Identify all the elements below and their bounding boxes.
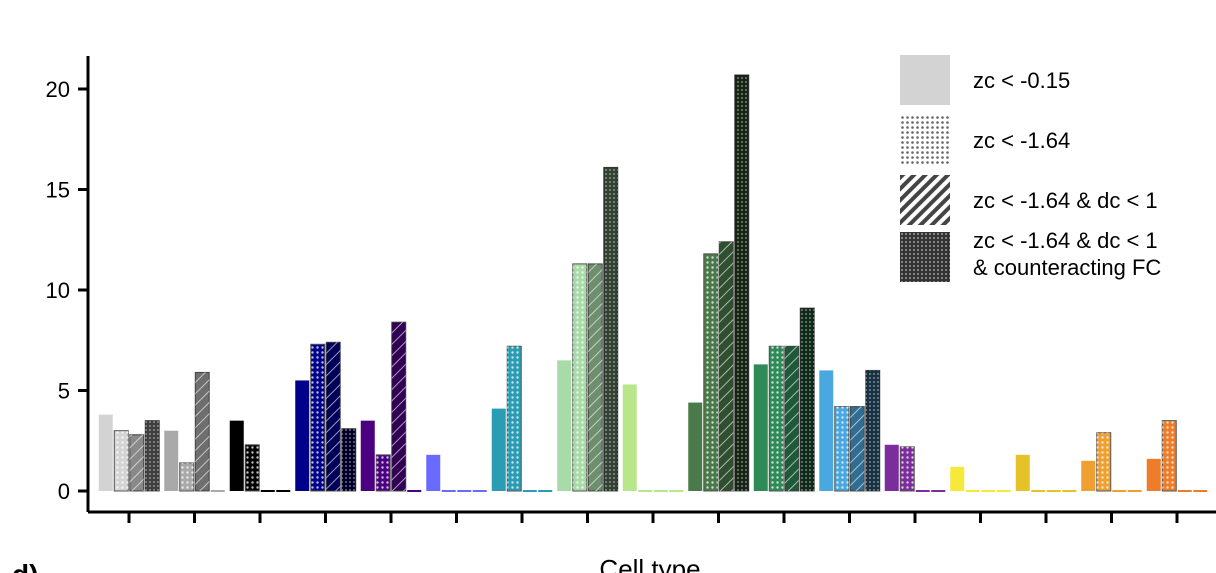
bar-pattern	[719, 241, 734, 491]
bar-group	[1146, 420, 1208, 492]
x-axis	[88, 510, 1216, 523]
legend-swatch	[900, 115, 950, 165]
bar-pattern	[769, 346, 784, 491]
bar-group	[622, 384, 684, 492]
bar-pattern	[195, 372, 210, 491]
y-tick-label: 0	[58, 479, 70, 504]
bar	[426, 454, 441, 491]
bar-group	[1081, 432, 1142, 492]
bar	[1015, 454, 1030, 491]
bar-group	[884, 444, 946, 492]
bar-pattern	[145, 420, 160, 491]
legend-label-line: zc < -0.15	[973, 68, 1070, 93]
bar-group	[360, 321, 422, 492]
bar-group	[688, 74, 750, 492]
bar-group	[950, 466, 1011, 492]
bar	[491, 408, 506, 491]
bar	[688, 402, 703, 491]
legend-label-line: zc < -1.64 & dc < 1	[973, 228, 1158, 253]
bar	[295, 380, 310, 491]
x-axis-title: Cell type	[599, 554, 700, 573]
panel-label: d)	[12, 559, 38, 573]
bar	[98, 414, 113, 491]
bar-pattern	[850, 406, 865, 491]
bar-group	[753, 307, 815, 492]
bar-group	[426, 454, 487, 492]
bar	[229, 420, 244, 491]
bar-pattern	[784, 346, 799, 491]
legend-label: zc < -1.64	[973, 128, 1070, 153]
bar-group	[491, 345, 553, 492]
legend-swatch	[900, 55, 950, 105]
bar	[819, 370, 834, 491]
bar-pattern	[800, 308, 815, 491]
legend-label: zc < -1.64 & dc < 1 & counteracting FC	[973, 228, 1161, 280]
bar-group	[1015, 454, 1077, 492]
bar-pattern	[1162, 420, 1177, 491]
bar-pattern	[391, 322, 406, 491]
bar	[753, 364, 768, 491]
bar-pattern	[703, 253, 718, 491]
bars-layer	[98, 74, 1208, 492]
bar-pattern	[865, 370, 880, 491]
bar	[557, 360, 572, 491]
bar-group	[295, 341, 357, 492]
bar-pattern	[900, 446, 915, 491]
bar	[1081, 460, 1096, 491]
bar-group	[164, 371, 225, 492]
legend-label: zc < -0.15	[973, 68, 1070, 93]
bar-pattern	[834, 406, 849, 491]
bar-group	[819, 369, 881, 492]
bar-pattern	[114, 430, 129, 491]
bar	[622, 384, 637, 491]
bar-pattern	[1096, 432, 1111, 491]
bar	[360, 420, 375, 491]
bar	[164, 430, 179, 491]
bar-pattern	[734, 74, 749, 492]
legend-label: zc < -1.64 & dc < 1	[973, 188, 1158, 213]
legend-swatch	[900, 175, 950, 225]
y-tick-label: 15	[46, 178, 70, 203]
y-tick-label: 10	[46, 278, 70, 303]
legend-swatch	[900, 232, 950, 282]
bar-pattern	[572, 263, 587, 491]
bar-pattern	[245, 444, 260, 491]
bar	[950, 466, 965, 491]
y-tick-label: 5	[58, 379, 70, 404]
legend-label-line: zc < -1.64	[973, 128, 1070, 153]
y-axis: 0 5 10 15 20	[46, 56, 90, 512]
bar-group	[557, 166, 619, 492]
bar	[884, 444, 899, 491]
bar-pattern	[341, 428, 356, 491]
legend-label-line: & counteracting FC	[973, 255, 1161, 280]
bar-pattern	[507, 346, 522, 491]
bar-pattern	[588, 263, 603, 491]
bar-pattern	[129, 434, 144, 491]
bar-group	[98, 414, 160, 492]
bar-pattern	[179, 462, 194, 491]
bar-group	[229, 420, 291, 492]
y-tick-label: 20	[46, 77, 70, 102]
legend-label-line: zc < -1.64 & dc < 1	[973, 188, 1158, 213]
bar-pattern	[376, 454, 391, 491]
bar	[1146, 458, 1161, 491]
bar-pattern	[603, 167, 618, 491]
bar-pattern	[326, 342, 341, 491]
bar-pattern	[310, 344, 325, 491]
